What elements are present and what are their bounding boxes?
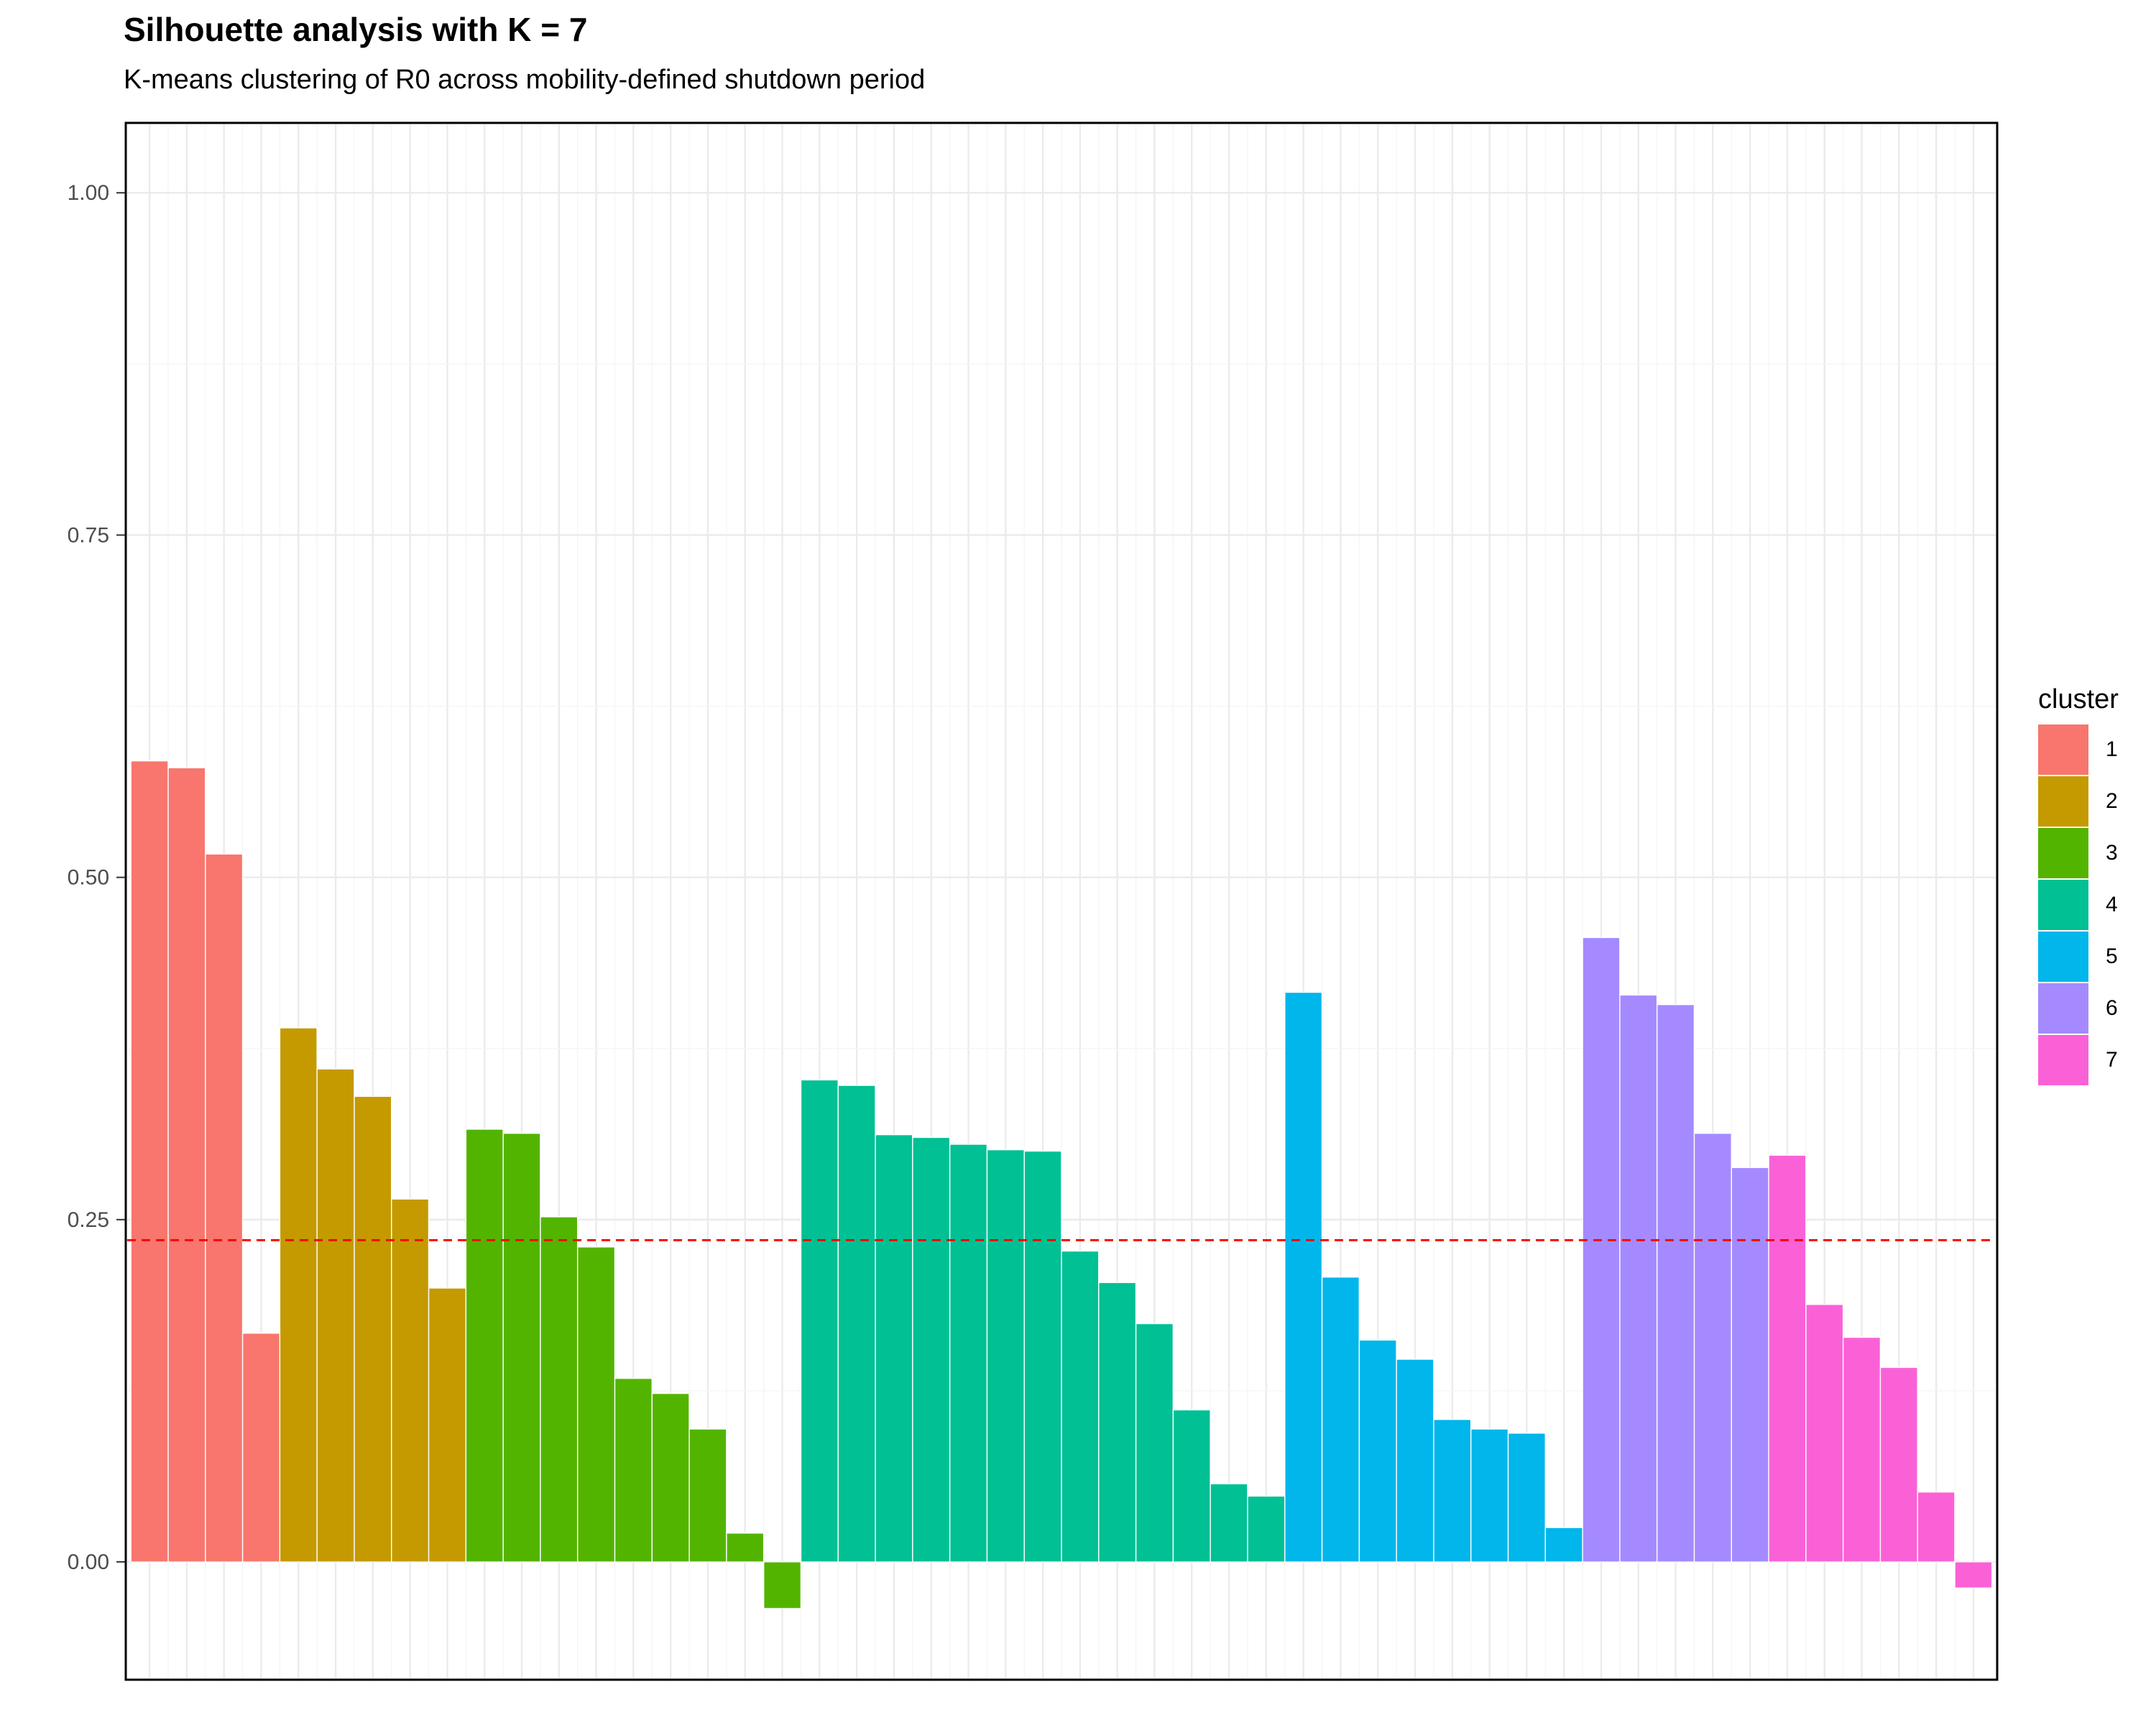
legend-title: cluster	[2038, 684, 2119, 714]
bar-cluster-5	[1470, 1428, 1508, 1563]
bar-cluster-3	[651, 1393, 690, 1563]
y-tick-label: 0.25	[68, 1208, 109, 1232]
bar-cluster-1	[205, 853, 244, 1563]
bar-cluster-7	[1879, 1366, 1918, 1563]
bar-cluster-4	[1098, 1282, 1137, 1563]
legend: cluster 1 2 3 4 5 6 7	[2038, 684, 2119, 1086]
bar-cluster-5	[1508, 1432, 1546, 1563]
legend-key	[2038, 932, 2088, 982]
legend-key	[2038, 828, 2088, 878]
bar-cluster-2	[391, 1198, 429, 1563]
legend-items: 1 2 3 4 5 6 7	[2038, 724, 2119, 1086]
bar-cluster-7	[1917, 1491, 1955, 1563]
chart-subtitle: K-means clustering of R0 across mobility…	[124, 65, 926, 95]
bar-cluster-3	[688, 1428, 727, 1563]
bar-cluster-4	[1061, 1251, 1100, 1563]
bar-cluster-4	[1247, 1496, 1286, 1563]
legend-label: 6	[2106, 996, 2118, 1020]
bar-cluster-4	[800, 1079, 839, 1563]
bar-cluster-3	[577, 1246, 615, 1563]
bars	[130, 760, 1993, 1609]
legend-item-cluster-6: 6	[2038, 983, 2119, 1034]
bar-cluster-5	[1284, 992, 1323, 1563]
bar-cluster-4	[912, 1136, 951, 1563]
bar-cluster-4	[1135, 1323, 1174, 1563]
bar-cluster-3	[540, 1216, 579, 1563]
legend-key	[2038, 724, 2088, 775]
bar-cluster-2	[316, 1068, 355, 1563]
legend-item-cluster-3: 3	[2038, 827, 2119, 879]
bar-cluster-3	[465, 1128, 504, 1563]
bar-cluster-6	[1582, 937, 1621, 1563]
bar-cluster-4	[1172, 1409, 1211, 1563]
bar-cluster-2	[279, 1027, 318, 1563]
legend-label: 4	[2106, 893, 2118, 916]
legend-label: 2	[2106, 789, 2118, 813]
bar-cluster-6	[1657, 1004, 1695, 1563]
legend-item-cluster-7: 7	[2038, 1034, 2119, 1086]
bar-cluster-2	[428, 1287, 466, 1563]
bar-cluster-5	[1322, 1276, 1360, 1563]
y-tick-label: 0.75	[68, 523, 109, 547]
bar-cluster-7	[1805, 1304, 1844, 1563]
bar-cluster-3	[502, 1133, 541, 1563]
bar-cluster-5	[1544, 1527, 1583, 1563]
bar-cluster-5	[1396, 1358, 1434, 1563]
legend-key	[2038, 880, 2088, 930]
y-tick-label: 0.50	[68, 866, 109, 890]
legend-label: 5	[2106, 944, 2118, 968]
bar-cluster-4	[875, 1134, 913, 1563]
bar-cluster-6	[1619, 994, 1658, 1563]
bar-cluster-1	[167, 767, 206, 1563]
legend-item-cluster-1: 1	[2038, 724, 2119, 776]
legend-label: 7	[2106, 1048, 2118, 1072]
bar-cluster-7	[1843, 1337, 1881, 1563]
legend-item-cluster-2: 2	[2038, 776, 2119, 827]
legend-key	[2038, 1035, 2088, 1085]
bar-cluster-6	[1731, 1167, 1769, 1563]
bar-cluster-2	[354, 1095, 392, 1563]
legend-key	[2038, 776, 2088, 827]
bar-cluster-3	[726, 1532, 765, 1563]
bar-cluster-7	[1768, 1154, 1807, 1563]
y-tick-label: 0.00	[68, 1550, 109, 1574]
bar-cluster-4	[1210, 1483, 1248, 1563]
bar-cluster-4	[949, 1144, 987, 1563]
bar-cluster-4	[1023, 1151, 1062, 1563]
bar-cluster-4	[837, 1085, 876, 1563]
legend-key	[2038, 983, 2088, 1034]
bar-cluster-5	[1433, 1419, 1472, 1563]
bar-cluster-1	[242, 1333, 280, 1563]
y-tick-label: 1.00	[68, 181, 109, 205]
bar-cluster-6	[1694, 1133, 1732, 1563]
legend-item-cluster-4: 4	[2038, 879, 2119, 931]
bar-cluster-4	[986, 1149, 1025, 1563]
bar-cluster-3	[614, 1378, 653, 1563]
y-axis: 0.00 0.25 0.50 0.75 1.00	[68, 181, 126, 1574]
chart-title: Silhouette analysis with K = 7	[124, 11, 588, 48]
bar-cluster-3	[763, 1561, 801, 1609]
panel-border	[124, 121, 1999, 1681]
bar-cluster-5	[1358, 1339, 1397, 1563]
legend-item-cluster-5: 5	[2038, 931, 2119, 983]
legend-label: 1	[2106, 737, 2118, 761]
legend-label: 3	[2106, 841, 2118, 865]
bar-cluster-1	[130, 760, 169, 1563]
bar-cluster-7	[1954, 1561, 1993, 1588]
